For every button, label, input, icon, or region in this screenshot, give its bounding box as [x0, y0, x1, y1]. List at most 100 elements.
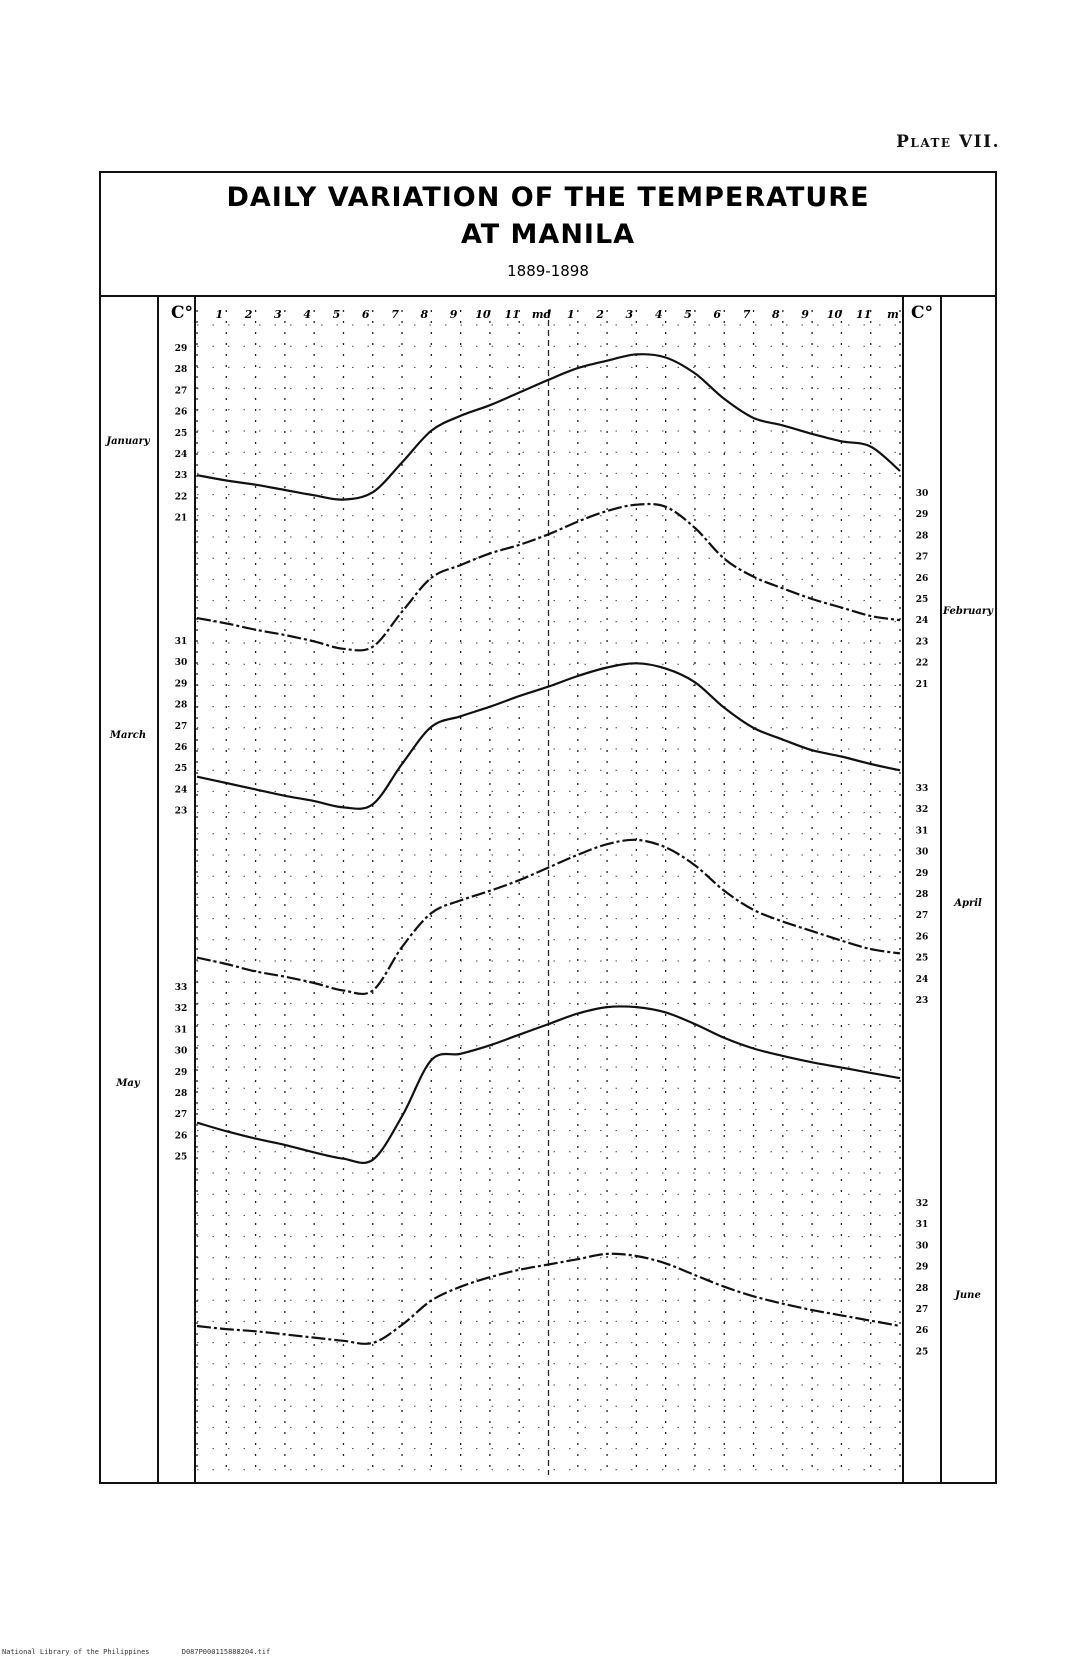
hour-label: 7: [391, 308, 399, 321]
temperature-curve: [196, 502, 901, 652]
scale-tick-label: 27: [175, 722, 188, 732]
temperature-curve: [196, 662, 901, 810]
scale-tick-label: 21: [916, 680, 929, 690]
scale-tick-label: 25: [916, 1347, 929, 1357]
hour-label: 9: [801, 308, 809, 321]
hour-label: 8: [421, 308, 429, 321]
scale-tick-label: 30: [916, 489, 929, 499]
chart-title: DAILY VARIATION OF THE TEMPERATURE: [226, 182, 869, 213]
scale-tick-label: 25: [175, 764, 188, 774]
temperature-curve: [196, 353, 901, 501]
scale-tick-label: 25: [175, 429, 188, 439]
right-unit-label: C°: [911, 303, 933, 323]
scale-tick-label: 29: [916, 1263, 929, 1273]
hour-label: 11: [505, 308, 520, 321]
scale-tick-label: 22: [916, 659, 929, 669]
scale-tick-label: 31: [175, 1025, 188, 1035]
scale-tick-label: 28: [175, 1089, 188, 1099]
hour-label: 3: [274, 308, 282, 321]
scale-tick-label: 30: [916, 1241, 929, 1251]
scale-tick-label: 30: [916, 848, 929, 858]
scale-tick-label: 31: [916, 1220, 929, 1230]
hour-label: 9: [450, 308, 458, 321]
scale-tick-label: 23: [916, 996, 929, 1006]
hour-label: 6: [362, 308, 370, 321]
grid: [196, 310, 901, 1475]
scale-tick-label: 26: [175, 743, 188, 753]
scale-tick-label: 29: [916, 510, 929, 520]
temperature-curves: [196, 353, 901, 1345]
temperature-curve: [196, 1252, 901, 1345]
hour-label: 5: [684, 308, 692, 321]
scale-tick-label: 30: [175, 658, 188, 668]
scale-tick-label: 28: [916, 1284, 929, 1294]
scale-tick-label: 27: [175, 1110, 188, 1120]
scale-tick-label: 27: [175, 386, 188, 396]
scale-tick-label: 26: [175, 408, 188, 418]
scale-tick-label: 28: [916, 890, 929, 900]
hour-label: 2: [595, 308, 604, 321]
scale-tick-label: 29: [175, 1068, 188, 1078]
month-label: January: [104, 436, 151, 447]
scale-tick-label: 32: [175, 1004, 188, 1014]
month-labels: January February March April May June: [104, 436, 994, 1301]
hour-label: 1: [215, 308, 223, 321]
scale-tick-label: 25: [916, 595, 929, 605]
left-unit-label: C°: [171, 303, 193, 323]
hour-label: 10: [827, 308, 843, 321]
hour-label: 3: [626, 308, 634, 321]
hour-label: md: [532, 308, 552, 321]
hour-label: 7: [743, 308, 751, 321]
hour-label: 1: [567, 308, 575, 321]
hour-label: 5: [333, 308, 341, 321]
scale-tick-label: 32: [916, 805, 929, 815]
scale-tick-label: 26: [175, 1131, 188, 1141]
hour-label: 4: [303, 308, 311, 321]
month-label: June: [953, 1290, 981, 1301]
scale-tick-label: 28: [175, 701, 188, 711]
scale-tick-label: 26: [916, 574, 929, 584]
scale-tick-label: 25: [175, 1153, 188, 1163]
scale-tick-label: 30: [175, 1047, 188, 1057]
hour-label: 4: [655, 308, 663, 321]
scale-tick-label: 24: [175, 785, 188, 795]
hour-label: 11: [856, 308, 871, 321]
scale-tick-label: 27: [916, 1305, 929, 1315]
scale-tick-label: 21: [175, 514, 188, 524]
scale-tick-label: 33: [175, 983, 188, 993]
scale-tick-label: 26: [916, 1326, 929, 1336]
scale-tick-label: 23: [175, 471, 188, 481]
scale-tick-label: 27: [916, 911, 929, 921]
chart-title-line2: AT MANILA: [461, 219, 635, 250]
scale-tick-label: 31: [916, 826, 929, 836]
footer-library: National Library of the Philippines: [2, 1648, 150, 1656]
month-label: May: [115, 1078, 141, 1089]
scale-tick-label: 29: [916, 869, 929, 879]
hour-labels: 1 2 3 4 5 6 7 8 9 10 11 md 1 2 3 4 5 6 7 8 9 10 11 m: [215, 308, 898, 321]
scale-tick-label: 28: [175, 365, 188, 375]
scale-tick-label: 22: [175, 492, 188, 502]
footer-file: D087P000115888204.tif: [181, 1648, 271, 1656]
scale-ticks: 29 28 27 26 25 24 23 22 21 30 29 28 27 26 25 24 23 22 21 31…: [175, 344, 929, 1357]
hour-label: 10: [475, 308, 491, 321]
scale-tick-label: 26: [916, 932, 929, 942]
scale-tick-label: 24: [916, 616, 929, 626]
scale-tick-label: 31: [175, 637, 188, 647]
scale-tick-label: 33: [916, 784, 929, 794]
scale-tick-label: 32: [916, 1199, 929, 1209]
scan-footer: National Library of the Philippines D087…: [2, 1648, 298, 1656]
temperature-curve: [196, 1005, 901, 1164]
hour-label: 2: [244, 308, 253, 321]
scale-tick-label: 24: [916, 975, 929, 985]
scale-tick-label: 27: [916, 553, 929, 563]
hour-label: 8: [772, 308, 780, 321]
temperature-curve: [196, 838, 901, 996]
chart-subtitle: 1889-1898: [507, 262, 589, 280]
outer-frame: [99, 171, 997, 1484]
scale-tick-label: 29: [175, 344, 188, 354]
hour-label: 6: [713, 308, 721, 321]
chart-frame: [99, 171, 997, 1484]
scale-tick-label: 25: [916, 954, 929, 964]
scale-tick-label: 23: [175, 807, 188, 817]
